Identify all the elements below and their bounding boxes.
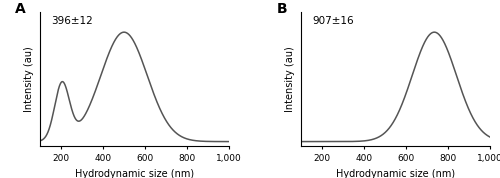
Y-axis label: Intensity (au): Intensity (au) [286,46,296,112]
Text: B: B [276,2,287,16]
Y-axis label: Intensity (au): Intensity (au) [24,46,34,112]
Text: 396±12: 396±12 [52,16,93,27]
Text: 907±16: 907±16 [312,16,354,27]
X-axis label: Hydrodynamic size (nm): Hydrodynamic size (nm) [75,169,194,178]
Text: A: A [16,2,26,16]
X-axis label: Hydrodynamic size (nm): Hydrodynamic size (nm) [336,169,455,178]
